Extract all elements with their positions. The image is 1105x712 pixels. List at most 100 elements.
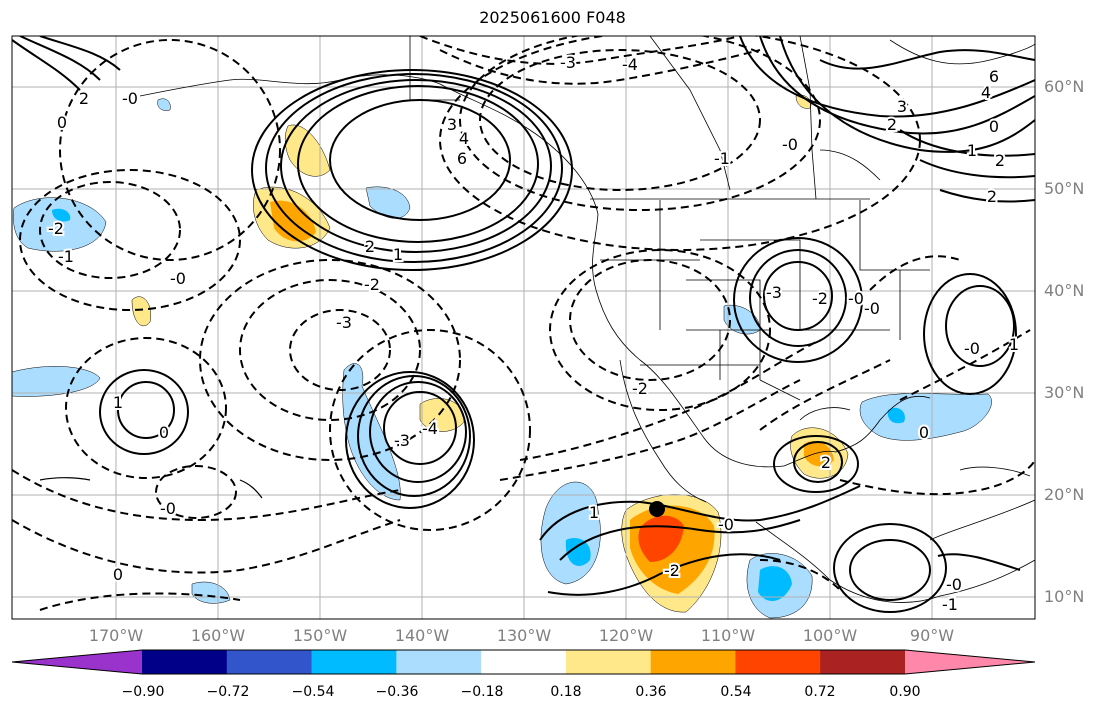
colorbar bbox=[11, 649, 1036, 675]
contour-label: 6 bbox=[989, 67, 999, 86]
contour-high-3 bbox=[280, 79, 552, 253]
coastlines bbox=[39, 36, 1035, 603]
contour-label: -2 bbox=[664, 561, 680, 580]
colorbar-segment bbox=[311, 650, 397, 674]
colorbar-segment bbox=[820, 650, 906, 674]
lon-label-140w: 140°W bbox=[394, 626, 450, 645]
contour-label-halo: 0 bbox=[113, 565, 123, 584]
colorbar-segment bbox=[565, 650, 652, 674]
contour-label: -3 bbox=[394, 431, 410, 450]
shade-blue-cutoff bbox=[342, 363, 401, 501]
lon-label-130w: 130°W bbox=[496, 626, 552, 645]
contour-label-halo: -0 bbox=[964, 339, 980, 358]
graticule bbox=[12, 36, 1035, 619]
contour-label-halo: 1 bbox=[967, 141, 977, 160]
contour-label-halo: 0 bbox=[57, 113, 67, 132]
contour-label: -4 bbox=[622, 55, 638, 74]
contour-label-halo: 3 bbox=[897, 97, 907, 116]
lon-label-100w: 100°W bbox=[802, 626, 858, 645]
shade-orange-gulfmex bbox=[804, 440, 834, 467]
map-title: 2025061600 F048 bbox=[479, 8, 626, 27]
contour-label: 0 bbox=[989, 117, 999, 136]
contour-label-halo: 6 bbox=[989, 67, 999, 86]
contour-label-halo: -0 bbox=[122, 89, 138, 108]
lat-label-50n: 50°N bbox=[1044, 179, 1085, 198]
contour-label: 3 bbox=[897, 97, 907, 116]
colorbar-tick: −0.36 bbox=[375, 684, 419, 700]
contour-label: 1 bbox=[1009, 335, 1019, 354]
shade-cyan-fl bbox=[887, 407, 905, 424]
contour-cutoff-a bbox=[383, 391, 457, 465]
contour-label-halo: 0 bbox=[159, 423, 169, 442]
shade-yellow-dot bbox=[131, 296, 152, 327]
contour-label: -2 bbox=[364, 275, 380, 294]
contour-label-halo: -1 bbox=[58, 247, 74, 266]
contour-label-halo: -0 bbox=[170, 269, 186, 288]
colorbar-segment bbox=[142, 650, 228, 674]
contour-label-halo: -4 bbox=[622, 55, 638, 74]
colorbar-tick: 0.18 bbox=[550, 684, 582, 700]
contour-label: -3 bbox=[766, 283, 782, 302]
contour-label-halo: -3 bbox=[394, 431, 410, 450]
contour-label: -3 bbox=[560, 53, 576, 72]
lat-label-20n: 20°N bbox=[1044, 485, 1085, 504]
contour-label: -0 bbox=[848, 289, 864, 308]
colorbar-segment bbox=[735, 650, 821, 674]
shade-blue-baja bbox=[540, 481, 601, 585]
lon-label-110w: 110°W bbox=[700, 626, 756, 645]
contour-label: 0 bbox=[919, 423, 929, 442]
colorbar-tick: −0.72 bbox=[206, 684, 250, 700]
contour-label-halo: -3 bbox=[560, 53, 576, 72]
contour-label-halo: -1 bbox=[942, 595, 958, 614]
contour-label-halo: 0 bbox=[919, 423, 929, 442]
contour-label: -0 bbox=[160, 499, 176, 518]
lon-label-120w: 120°W bbox=[598, 626, 654, 645]
contour-label: 6 bbox=[457, 149, 467, 168]
map-frame bbox=[11, 35, 1036, 620]
colorbar-segment bbox=[650, 650, 736, 674]
contour-label: 4 bbox=[459, 129, 469, 148]
contour-label: 1 bbox=[113, 393, 123, 412]
contour-label: 0 bbox=[57, 113, 67, 132]
contour-label: -0 bbox=[864, 299, 880, 318]
contour-label-halo: -2 bbox=[48, 219, 64, 238]
lon-label-160w: 160°W bbox=[190, 626, 246, 645]
contour-high-2 bbox=[265, 73, 563, 263]
contour-label: 2 bbox=[821, 453, 831, 472]
contour-label-halo: 1 bbox=[1009, 335, 1019, 354]
contour-label-halo: 6 bbox=[457, 149, 467, 168]
colorbar-tick: 0.54 bbox=[720, 684, 752, 700]
shade-cyan-baja bbox=[565, 538, 591, 566]
contour-label: 4 bbox=[981, 83, 991, 102]
contour-label: 2 bbox=[365, 237, 375, 256]
contour-label-halo: 2 bbox=[821, 453, 831, 472]
colorbar-extend-max bbox=[905, 650, 1035, 674]
contour-high-6 bbox=[329, 99, 511, 221]
contour-label-halo: 2 bbox=[365, 237, 375, 256]
colorbar-tick: −0.54 bbox=[291, 684, 335, 700]
contour-label-halo: 2 bbox=[887, 115, 897, 134]
shade-blue-sc bbox=[191, 581, 231, 604]
contour-label-halo: 3 bbox=[447, 115, 457, 134]
contour-label-halo: -4 bbox=[422, 419, 438, 438]
contour-label-halo: 1 bbox=[393, 245, 403, 264]
contour-label-halo: 1 bbox=[589, 503, 599, 522]
colorbar-tick: −0.18 bbox=[460, 684, 504, 700]
shading-layer bbox=[12, 94, 992, 619]
contour-label-halo: 0 bbox=[989, 117, 999, 136]
contour-label-halo: -3 bbox=[336, 313, 352, 332]
colorbar-tick: 0.90 bbox=[889, 684, 921, 700]
shade-blue-ak bbox=[157, 98, 171, 111]
contour-label-halo: -2 bbox=[812, 289, 828, 308]
contour-cutoff-b bbox=[369, 381, 467, 483]
contour-label: -3 bbox=[336, 313, 352, 332]
colorbar-segment bbox=[481, 650, 567, 674]
shade-cyan-w bbox=[52, 208, 71, 222]
lat-label-30n: 30°N bbox=[1044, 383, 1085, 402]
contour-label-halo: -0 bbox=[782, 135, 798, 154]
contour-label: 2 bbox=[887, 115, 897, 134]
contour-label-halo: 4 bbox=[981, 83, 991, 102]
contour-label: -0 bbox=[122, 89, 138, 108]
